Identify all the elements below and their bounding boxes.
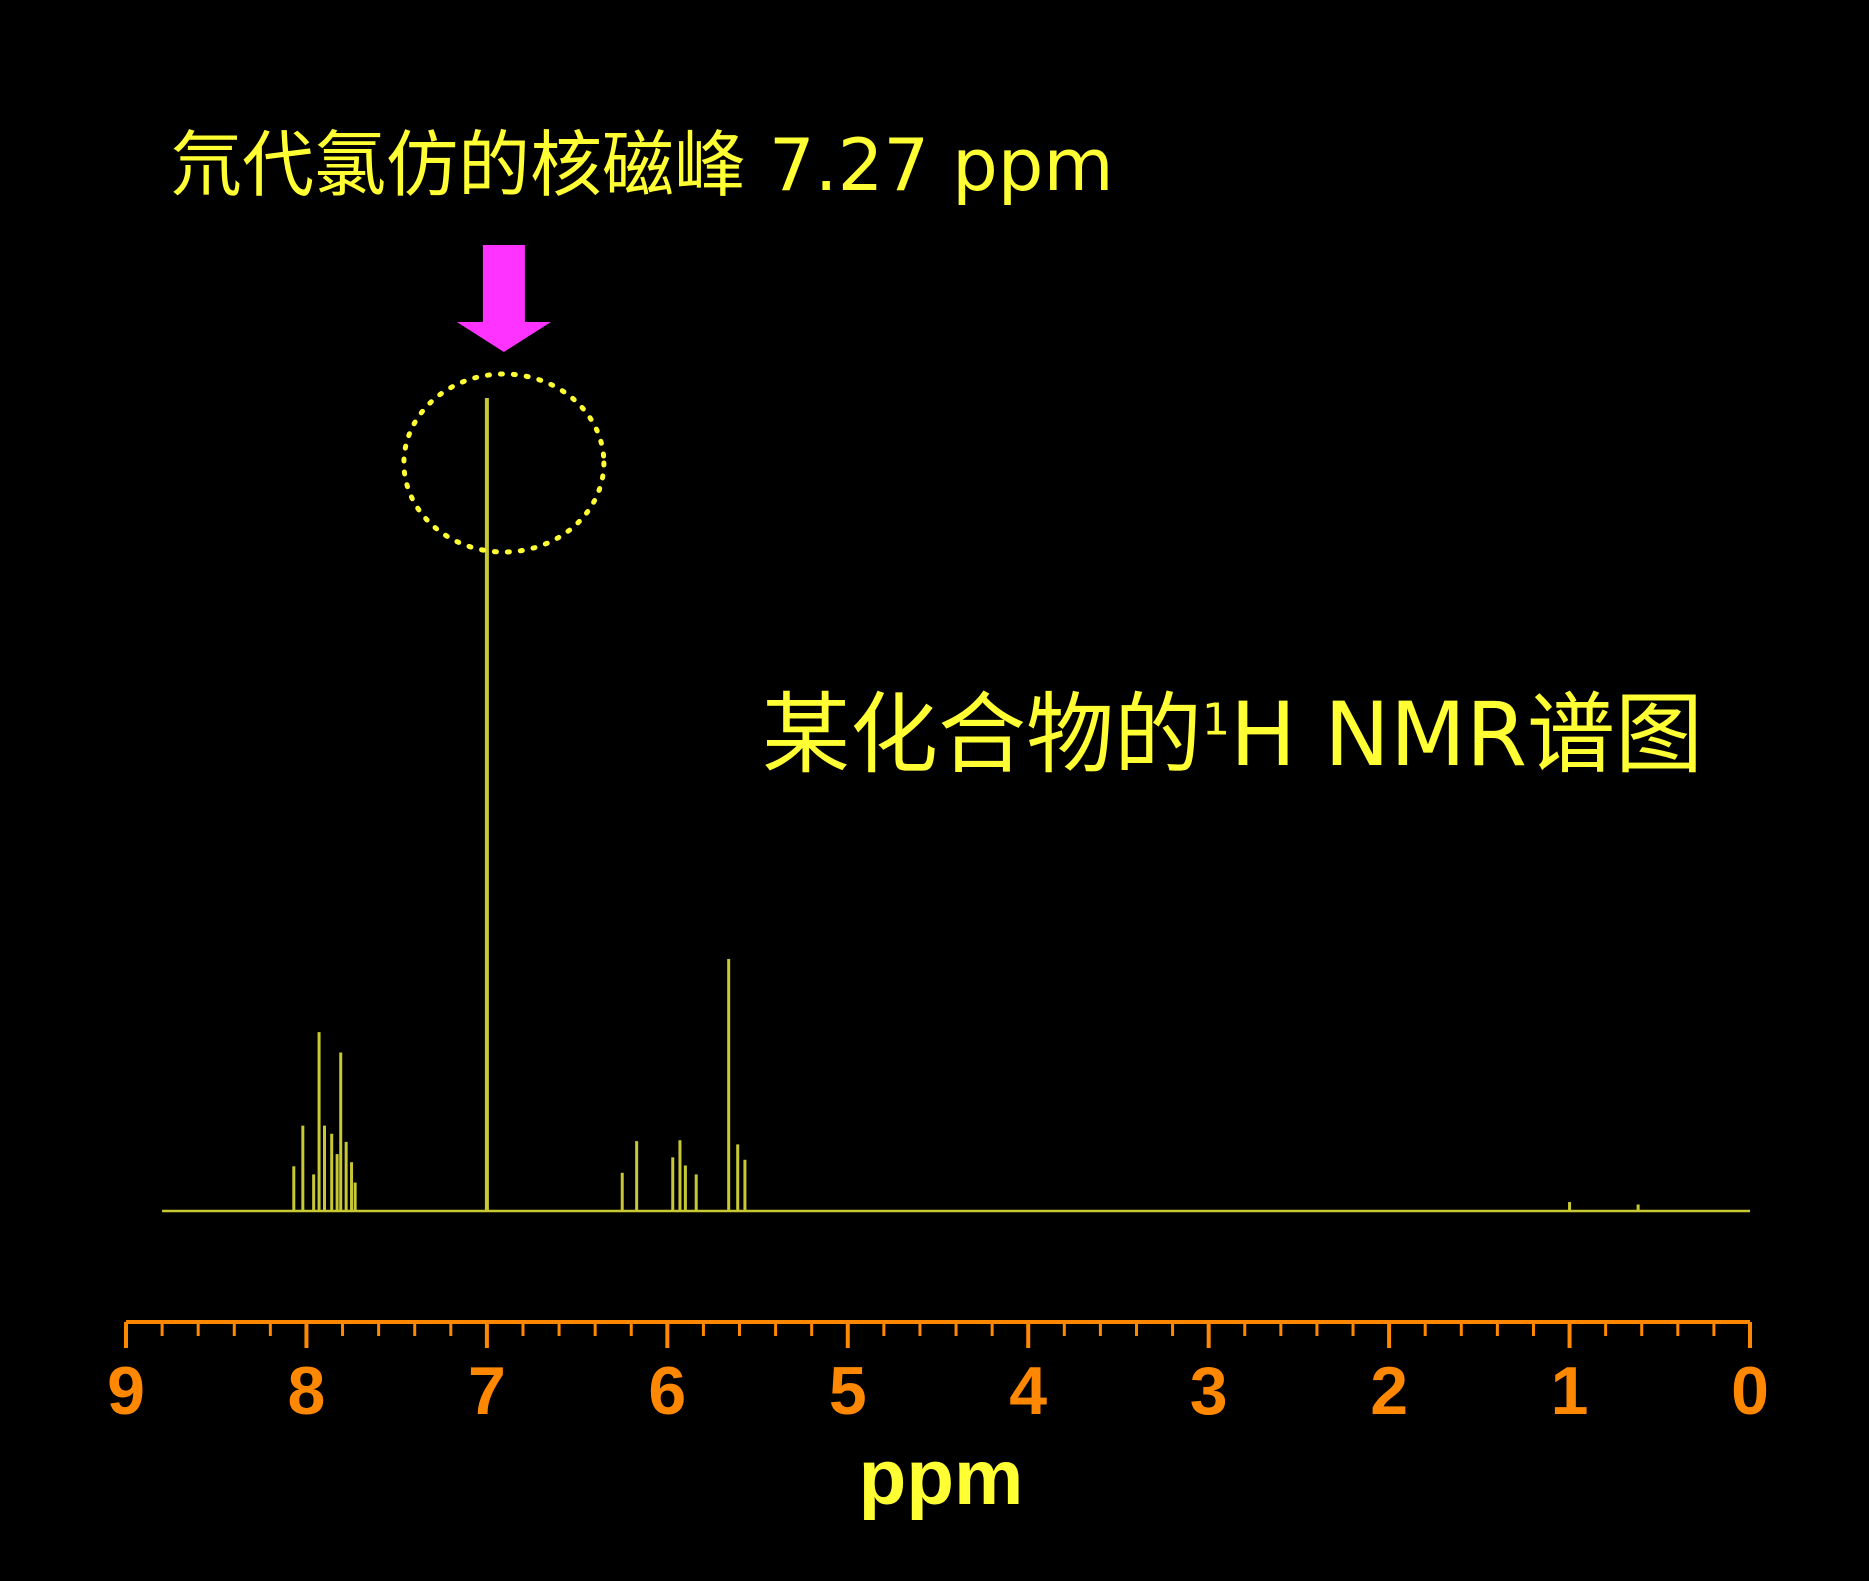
x-axis-tick-label: 1 bbox=[1551, 1353, 1589, 1429]
x-axis-tick-label: 9 bbox=[107, 1353, 145, 1429]
highlight-circle bbox=[401, 371, 607, 555]
x-axis-tick-label: 4 bbox=[1009, 1353, 1047, 1429]
x-axis-tick-label: 7 bbox=[468, 1353, 506, 1429]
x-axis-label: ppm bbox=[859, 1433, 1024, 1521]
annotation-markers bbox=[401, 245, 607, 555]
x-axis-tick-label: 6 bbox=[648, 1353, 686, 1429]
x-axis-tick-label: 0 bbox=[1731, 1353, 1769, 1429]
x-axis-tick-label: 2 bbox=[1370, 1353, 1408, 1429]
down-arrow-icon bbox=[456, 245, 551, 352]
x-axis: 9 8 7 6 5 4 3 2 1 0 ppm bbox=[107, 1320, 1769, 1521]
x-axis-tick-label: 5 bbox=[829, 1353, 867, 1429]
chart-title: 某化合物的1H NMR谱图 bbox=[762, 680, 1703, 790]
x-axis-tick-label: 8 bbox=[288, 1353, 326, 1429]
chart-title-main: 某化合物的 bbox=[762, 683, 1203, 786]
chart-title-tail: H NMR谱图 bbox=[1230, 683, 1704, 786]
solvent-peak-annotation: 氘代氯仿的核磁峰 7.27 ppm bbox=[170, 123, 1114, 207]
chart-title-superscript: 1 bbox=[1202, 694, 1231, 746]
x-axis-tick-label: 3 bbox=[1190, 1353, 1228, 1429]
spectrum-layer bbox=[162, 398, 1750, 1213]
